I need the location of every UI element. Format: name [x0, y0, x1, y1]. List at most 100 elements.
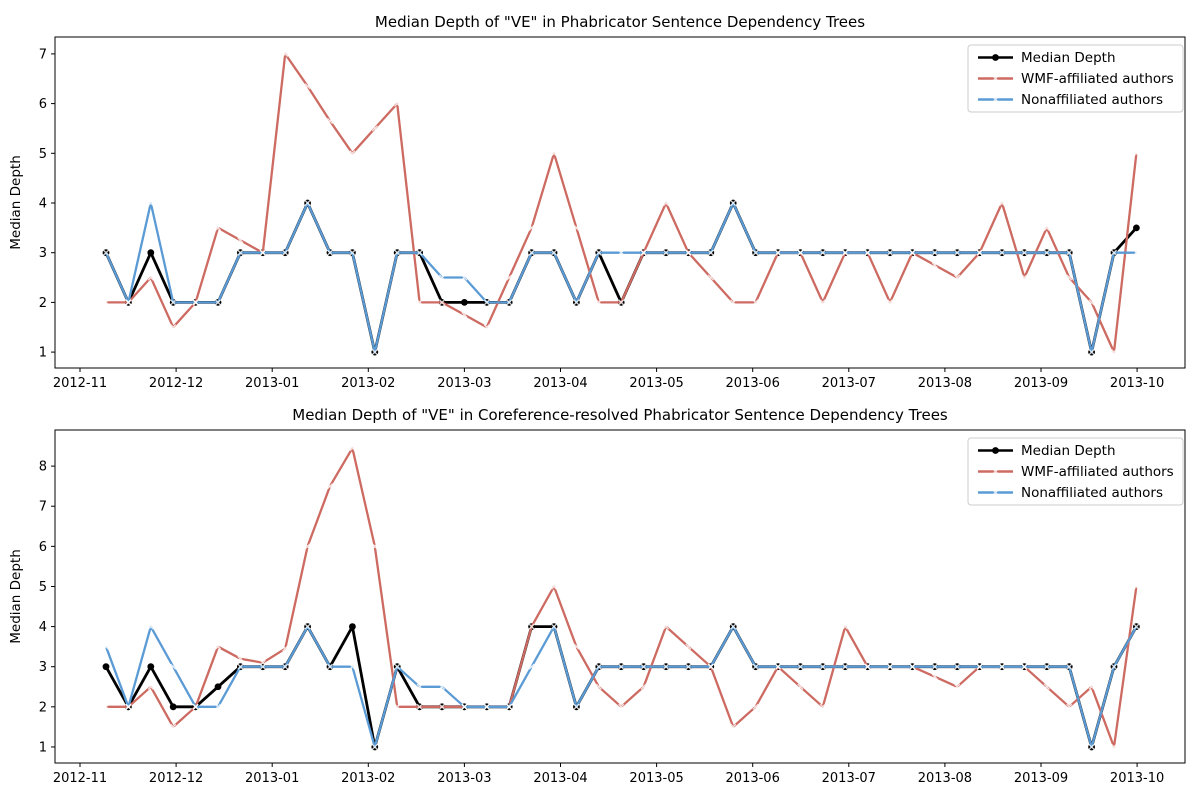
- legend-dot-marker: [992, 54, 999, 61]
- wmf-authors-marker: [1110, 349, 1118, 356]
- x-tick-label: 2013-09: [1014, 376, 1068, 391]
- nonaffiliated-authors-marker: [170, 299, 177, 306]
- nonaffiliated-authors-marker: [976, 249, 983, 256]
- nonaffiliated-authors-marker: [707, 663, 714, 670]
- nonaffiliated-authors-marker: [1133, 249, 1140, 256]
- x-tick-label: 2013-04: [533, 771, 587, 786]
- y-tick-label: 3: [39, 660, 47, 675]
- nonaffiliated-authors-marker: [976, 663, 983, 670]
- legend-dot-marker: [992, 447, 999, 454]
- nonaffiliated-authors-marker: [416, 249, 423, 256]
- nonaffiliated-authors-marker: [685, 249, 692, 256]
- nonaffiliated-authors-marker: [282, 249, 289, 256]
- wmf-authors-marker: [147, 683, 154, 690]
- wmf-authors-marker: [998, 199, 1006, 207]
- nonaffiliated-authors-marker: [483, 703, 490, 710]
- x-tick-label: 2013-02: [341, 376, 395, 391]
- wmf-authors-marker: [886, 299, 894, 306]
- wmf-authors-marker: [573, 224, 580, 231]
- nonaffiliated-authors-marker: [640, 663, 647, 670]
- nonaffiliated-authors-marker: [192, 299, 199, 306]
- nonaffiliated-authors-marker: [528, 249, 535, 256]
- wmf-authors-marker: [304, 83, 311, 90]
- wmf-authors-marker: [214, 224, 222, 231]
- nonaffiliated-authors-marker: [886, 663, 894, 670]
- nonaffiliated-authors-marker: [573, 703, 580, 710]
- y-tick-label: 3: [39, 246, 47, 261]
- nonaffiliated-authors-marker: [730, 623, 737, 630]
- wmf-authors-marker: [349, 444, 356, 452]
- nonaffiliated-authors-marker: [1021, 663, 1028, 670]
- wmf-authors-marker: [102, 703, 110, 710]
- chart-title: Median Depth of "VE" in Coreference-reso…: [292, 406, 948, 424]
- nonaffiliated-authors-marker: [304, 623, 311, 630]
- nonaffiliated-authors-marker: [349, 663, 356, 670]
- wmf-authors-marker: [528, 224, 535, 231]
- nonaffiliated-authors-marker: [752, 249, 759, 256]
- nonaffiliated-authors-marker: [192, 703, 199, 710]
- nonaffiliated-authors-marker: [954, 663, 961, 670]
- y-tick-label: 5: [39, 580, 47, 595]
- wmf-authors-marker: [550, 583, 558, 590]
- legend-x-marker: [992, 96, 999, 103]
- y-tick-label: 2: [39, 296, 47, 311]
- nonaffiliated-authors-marker: [998, 663, 1006, 670]
- nonaffiliated-authors-marker: [954, 249, 961, 256]
- wmf-authors-marker: [394, 100, 401, 107]
- nonaffiliated-authors-marker: [774, 663, 782, 670]
- wmf-authors-marker: [1043, 224, 1050, 231]
- nonaffiliated-authors-marker: [931, 249, 938, 256]
- wmf-authors-marker: [102, 299, 110, 306]
- y-tick-label: 4: [39, 196, 47, 211]
- legend-x-marker: [992, 468, 999, 475]
- y-tick-label: 1: [39, 346, 47, 361]
- median-depth-marker: [147, 663, 155, 671]
- wmf-authors-marker: [326, 483, 334, 490]
- nonaffiliated-authors-marker: [483, 299, 490, 306]
- nonaffiliated-authors-marker: [685, 663, 692, 670]
- wmf-authors-marker: [237, 237, 244, 244]
- x-tick-label: 2013-04: [533, 376, 587, 391]
- nonaffiliated-authors-marker: [1110, 249, 1118, 256]
- nonaffiliated-authors-marker: [147, 199, 154, 207]
- nonaffiliated-authors-marker: [550, 623, 558, 630]
- x-tick-label: 2012-11: [53, 771, 107, 786]
- x-tick-label: 2013-08: [918, 771, 972, 786]
- nonaffiliated-authors-marker: [125, 703, 132, 710]
- x-tick-label: 2012-11: [53, 376, 107, 391]
- nonaffiliated-authors-marker: [797, 249, 804, 256]
- nonaffiliated-authors-marker: [1110, 663, 1118, 670]
- wmf-authors-marker: [394, 703, 401, 710]
- legend-box: [967, 44, 1184, 113]
- nonaffiliated-authors-marker: [528, 663, 535, 670]
- y-axis-label: Median Depth: [8, 155, 24, 250]
- nonaffiliated-authors-marker: [125, 299, 132, 306]
- median-depth-marker: [147, 249, 155, 257]
- wmf-authors-marker: [170, 324, 177, 331]
- legend: Median Depth WMF-affiliated authors Nonaff…: [967, 437, 1184, 506]
- nonaffiliated-authors-marker: [259, 663, 266, 670]
- nonaffiliated-authors-marker: [371, 743, 378, 751]
- nonaffiliated-authors-marker: [259, 249, 266, 256]
- x-tick-label: 2013-10: [1110, 376, 1164, 391]
- wmf-authors-marker: [1133, 583, 1140, 590]
- median-depth-marker: [349, 623, 356, 630]
- nonaffiliated-authors-marker: [864, 663, 871, 670]
- nonaffiliated-authors-marker: [1088, 743, 1095, 751]
- wmf-authors-marker: [461, 311, 468, 318]
- wmf-authors-marker: [842, 623, 849, 630]
- nonaffiliated-authors-marker: [1021, 249, 1028, 256]
- y-tick-label: 6: [39, 97, 47, 112]
- wmf-authors-marker: [730, 723, 737, 730]
- nonaffiliated-authors-marker: [886, 249, 894, 256]
- wmf-authors-marker: [595, 299, 602, 306]
- wmf-authors-marker: [506, 274, 513, 281]
- nonaffiliated-authors-marker: [371, 349, 378, 356]
- wmf-authors-marker: [730, 299, 737, 306]
- x-tick-label: 2012-12: [149, 376, 203, 391]
- wmf-authors-marker: [1043, 683, 1050, 690]
- nonaffiliated-authors-marker: [730, 199, 737, 207]
- nonaffiliated-authors-marker: [774, 249, 782, 256]
- wmf-authors-marker: [147, 274, 154, 281]
